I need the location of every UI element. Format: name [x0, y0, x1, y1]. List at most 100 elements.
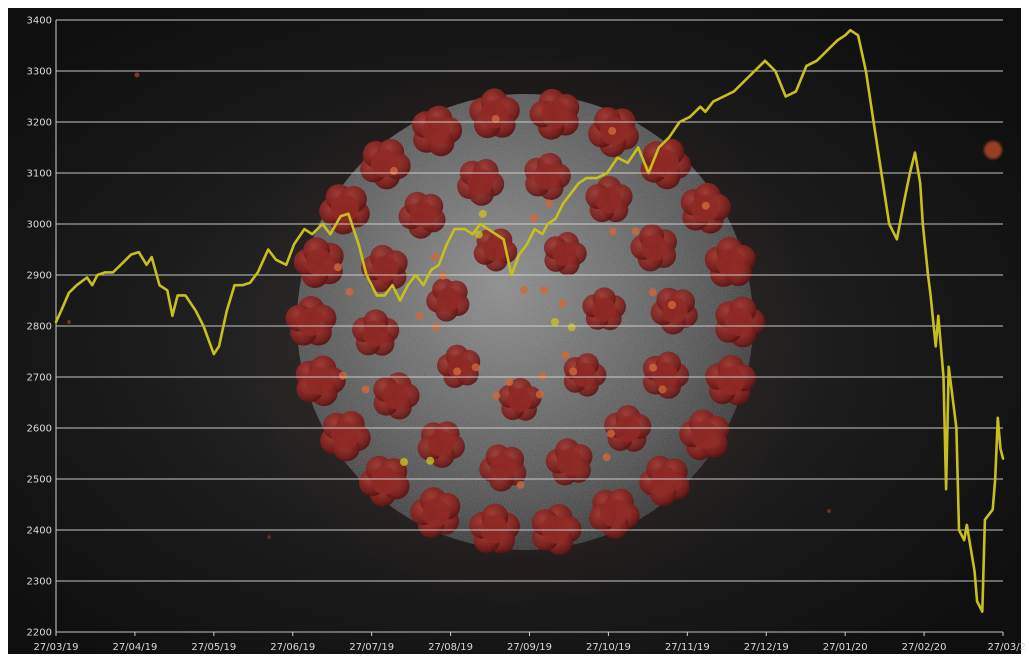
spike — [704, 236, 756, 287]
spike-core — [467, 168, 494, 195]
spike — [352, 309, 400, 356]
spike — [585, 176, 633, 223]
y-tick-label: 2400 — [27, 526, 52, 537]
surface-protein — [491, 115, 500, 124]
surface-protein — [453, 367, 462, 376]
x-tick-label: 27/05/19 — [191, 642, 236, 653]
surface-protein — [569, 367, 578, 376]
spike — [679, 409, 730, 461]
y-tick-label: 2900 — [27, 271, 52, 282]
spike-core — [533, 163, 560, 190]
spike — [531, 504, 582, 555]
surface-protein — [535, 390, 544, 399]
surface-protein — [540, 286, 549, 295]
x-tick-label: 27/06/19 — [270, 642, 315, 653]
surface-protein — [551, 318, 559, 326]
spike — [412, 105, 463, 157]
surface-protein — [431, 252, 440, 261]
surface-protein — [701, 201, 710, 210]
spike-core — [716, 248, 745, 277]
surface-protein — [529, 214, 538, 223]
y-tick-label: 2500 — [27, 475, 52, 486]
floating-particle — [134, 72, 140, 78]
spike — [639, 455, 690, 507]
floating-particle — [267, 535, 271, 539]
surface-protein — [538, 372, 547, 381]
y-tick-label: 2300 — [27, 577, 52, 588]
spike-core — [725, 308, 753, 336]
spike — [544, 231, 587, 276]
floating-particle — [984, 141, 1002, 159]
spike-core — [480, 100, 509, 129]
floating-particle — [827, 509, 831, 513]
series-line — [54, 28, 1005, 613]
x-tick-label: 27/03/19 — [34, 642, 79, 653]
spike-core — [651, 149, 680, 178]
x-tick-label: 27/02/20 — [902, 642, 947, 653]
spike-core — [305, 367, 334, 396]
spike-core — [483, 237, 508, 262]
surface-protein — [544, 199, 553, 208]
spike-core — [572, 362, 597, 387]
spike — [498, 377, 542, 421]
surface-protein — [361, 385, 370, 394]
spike-core — [331, 421, 359, 450]
spike-core — [297, 308, 325, 336]
spike-core — [651, 466, 680, 495]
surface-protein — [345, 287, 354, 296]
spike — [582, 287, 626, 331]
y-tick-label: 3000 — [27, 220, 52, 231]
series-group — [54, 28, 1005, 613]
surface-protein — [608, 126, 617, 135]
spike-core — [490, 454, 517, 481]
spike — [524, 152, 571, 200]
surface-protein — [658, 385, 667, 394]
spike-core — [428, 430, 454, 457]
spike-core — [716, 367, 745, 396]
spike-core — [331, 194, 359, 223]
x-tick-label: 27/12/19 — [744, 642, 789, 653]
surface-protein — [478, 209, 487, 218]
surface-protein — [426, 456, 435, 465]
spike — [469, 503, 520, 554]
spike-core — [436, 287, 461, 312]
y-tick-label: 3400 — [27, 16, 52, 27]
x-tick-label: 27/04/19 — [112, 642, 157, 653]
spike-core — [596, 187, 622, 214]
surface-protein — [492, 391, 501, 400]
spike-core — [599, 498, 628, 527]
surface-protein — [415, 312, 424, 321]
spike-core — [370, 466, 399, 495]
spike-core — [409, 201, 436, 228]
surface-protein — [668, 301, 676, 309]
surface-protein — [432, 323, 441, 332]
surface-protein — [607, 429, 616, 438]
x-tick-label: 27/10/19 — [586, 642, 631, 653]
surface-protein — [474, 230, 483, 239]
y-tick-label: 3300 — [27, 67, 52, 78]
surface-protein — [631, 227, 640, 236]
spike — [398, 191, 446, 239]
spike — [473, 228, 518, 272]
surface-protein — [558, 299, 567, 308]
surface-protein — [333, 263, 342, 272]
surface-protein — [602, 453, 611, 462]
spike — [588, 488, 640, 539]
y-tick-label: 3100 — [27, 169, 52, 180]
axes: 2200 2300 2400 2500 2600 2700 2800 2900 3000 3100… — [27, 16, 1026, 654]
spike-core — [362, 320, 389, 347]
x-tick-label: 27/11/19 — [665, 642, 710, 653]
surface-protein — [608, 227, 617, 236]
spike-core — [422, 117, 451, 146]
surface-protein — [439, 271, 448, 280]
spike-core — [661, 297, 688, 324]
spike — [630, 224, 677, 272]
spike-core — [507, 388, 532, 413]
spike-core — [447, 354, 472, 379]
surface-protein — [505, 378, 514, 386]
surface-protein — [648, 288, 657, 297]
y-tick-label: 2700 — [27, 373, 52, 384]
spike — [563, 353, 607, 397]
spike-core — [372, 255, 399, 282]
